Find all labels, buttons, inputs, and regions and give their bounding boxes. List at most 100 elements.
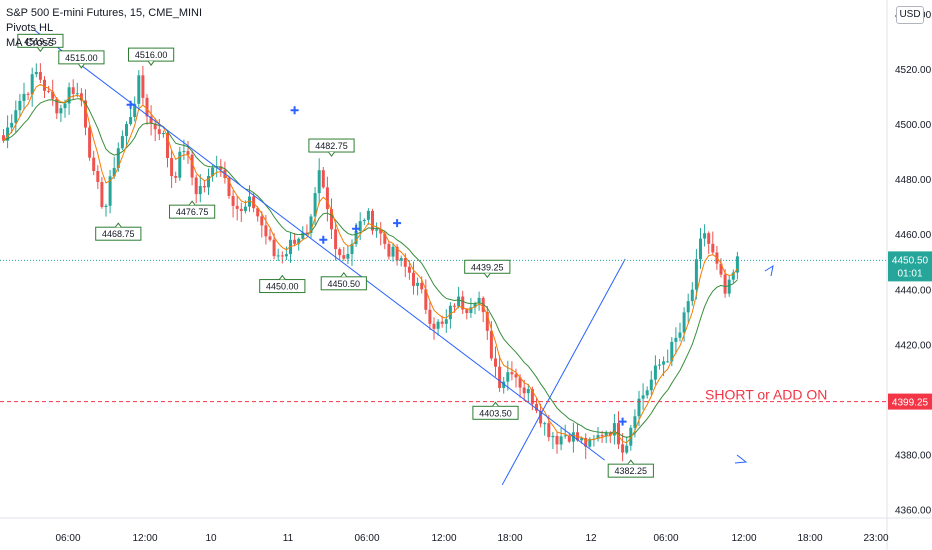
candle-body[interactable] (6, 127, 10, 141)
candle-body[interactable] (584, 438, 588, 447)
candle-body[interactable] (403, 258, 407, 267)
candle-body[interactable] (264, 225, 268, 237)
candle-body[interactable] (161, 133, 165, 135)
candle-body[interactable] (371, 210, 374, 231)
candle-body[interactable] (137, 75, 141, 104)
candle-body[interactable] (514, 374, 518, 378)
candle-body[interactable] (321, 170, 325, 188)
candle-body[interactable] (231, 195, 235, 206)
candle-body[interactable] (120, 136, 124, 149)
candle-body[interactable] (530, 388, 534, 404)
candle-body[interactable] (621, 444, 625, 453)
candle-body[interactable] (346, 254, 350, 259)
candle-body[interactable] (174, 176, 178, 178)
candle-body[interactable] (129, 116, 133, 125)
candle-body[interactable] (567, 435, 571, 442)
candle-body[interactable] (473, 303, 477, 308)
candle-body[interactable] (243, 206, 247, 212)
candle-body[interactable] (47, 90, 51, 92)
candle-body[interactable] (157, 129, 161, 135)
candle-body[interactable] (580, 438, 584, 441)
candle-body[interactable] (612, 423, 616, 436)
currency-badge[interactable]: USD (896, 6, 924, 24)
candle-body[interactable] (416, 282, 420, 286)
candle-body[interactable] (629, 427, 633, 446)
candle-body[interactable] (354, 230, 358, 245)
candle-body[interactable] (469, 307, 473, 314)
candle-body[interactable] (637, 398, 641, 417)
indicator-ma-cross-label[interactable]: MA Cross (6, 37, 54, 49)
candle-body[interactable] (190, 154, 194, 178)
candle-body[interactable] (600, 435, 604, 437)
candle-body[interactable] (420, 282, 424, 290)
candle-body[interactable] (182, 151, 186, 153)
candle-body[interactable] (559, 436, 563, 445)
candle-body[interactable] (248, 196, 251, 207)
candle-body[interactable] (293, 239, 297, 244)
candle-body[interactable] (313, 193, 317, 217)
candle-body[interactable] (252, 196, 256, 209)
candle-body[interactable] (666, 361, 670, 363)
candle-body[interactable] (731, 272, 735, 280)
candle-body[interactable] (461, 296, 465, 310)
candle-body[interactable] (366, 210, 370, 220)
candle-body[interactable] (100, 181, 104, 208)
candle-body[interactable] (166, 133, 169, 158)
candle-body[interactable] (268, 236, 272, 240)
candle-body[interactable] (444, 319, 448, 324)
candle-body[interactable] (658, 364, 661, 366)
candle-body[interactable] (485, 312, 489, 331)
candle-body[interactable] (625, 445, 629, 453)
candle-body[interactable] (641, 395, 645, 399)
candle-body[interactable] (424, 289, 428, 310)
candle-body[interactable] (10, 122, 14, 128)
candle-body[interactable] (518, 377, 522, 388)
candle-body[interactable] (682, 312, 686, 333)
trendline-descending[interactable] (34, 29, 606, 461)
candle-body[interactable] (51, 91, 55, 99)
candle-body[interactable] (391, 246, 395, 257)
trendline-ascending[interactable] (501, 258, 626, 486)
candle-body[interactable] (256, 208, 260, 217)
candle-body[interactable] (543, 423, 547, 425)
candle-body[interactable] (375, 229, 379, 231)
candle-body[interactable] (399, 258, 403, 261)
candle-body[interactable] (662, 361, 666, 365)
candle-body[interactable] (26, 93, 30, 95)
candle-body[interactable] (305, 232, 309, 234)
candle-body[interactable] (338, 249, 342, 256)
candle-body[interactable] (379, 229, 383, 234)
candle-body[interactable] (198, 186, 202, 195)
candle-body[interactable] (649, 379, 653, 391)
candle-body[interactable] (207, 176, 210, 188)
candle-body[interactable] (735, 256, 739, 273)
candle-body[interactable] (104, 205, 108, 208)
candle-body[interactable] (14, 110, 18, 123)
candle-body[interactable] (604, 432, 608, 437)
candle-body[interactable] (239, 208, 243, 212)
candle-body[interactable] (92, 157, 96, 171)
candle-body[interactable] (284, 254, 288, 257)
candle-body[interactable] (30, 74, 34, 95)
candle-body[interactable] (202, 186, 206, 188)
candle-body[interactable] (588, 438, 592, 447)
candle-body[interactable] (489, 330, 493, 359)
candle-body[interactable] (43, 79, 46, 91)
candle-body[interactable] (358, 221, 362, 231)
candle-body[interactable] (711, 243, 715, 253)
candle-body[interactable] (133, 103, 137, 117)
candle-body[interactable] (494, 358, 497, 367)
candle-body[interactable] (297, 238, 301, 244)
candle-body[interactable] (211, 167, 215, 177)
candle-body[interactable] (75, 93, 79, 95)
candle-body[interactable] (707, 233, 711, 244)
candle-body[interactable] (145, 97, 149, 117)
candle-body[interactable] (260, 216, 264, 226)
candle-body[interactable] (670, 341, 674, 362)
candle-body[interactable] (342, 255, 346, 259)
candle-body[interactable] (116, 148, 120, 168)
candle-body[interactable] (219, 166, 223, 170)
candle-body[interactable] (59, 108, 63, 114)
